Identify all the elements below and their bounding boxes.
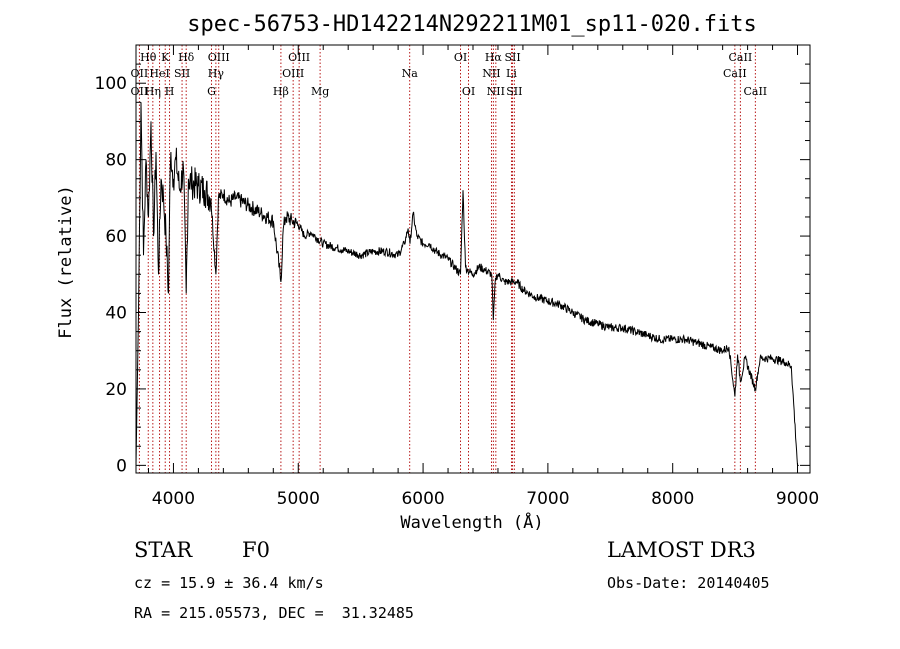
- plot-frame: [135, 44, 811, 474]
- redshift-readout: cz = 15.9 ± 36.4 km/s: [134, 574, 324, 592]
- y-tick-label-5: 100: [95, 74, 127, 94]
- line-label-12: Hβ: [273, 85, 289, 98]
- y-axis-label: Flux (relative): [56, 185, 76, 339]
- line-label-19: Hα: [485, 51, 503, 64]
- line-label-16: Na: [402, 67, 419, 80]
- line-label-21: NII: [487, 85, 505, 98]
- x-tick-label-2: 6000: [401, 489, 444, 509]
- line-label-27: CaII: [743, 85, 767, 98]
- line-label-15: Mg: [311, 85, 329, 98]
- obs-date: Obs-Date: 20140405: [607, 574, 770, 592]
- y-tick-label-1: 20: [105, 380, 127, 400]
- line-label-22: SII: [504, 51, 520, 64]
- line-label-10: Hγ: [208, 67, 225, 80]
- line-label-23: Li: [506, 67, 517, 80]
- y-tick-label-2: 40: [105, 304, 127, 324]
- x-tick-label-5: 9000: [776, 489, 819, 509]
- x-axis-ticks: 4000 5000 6000 7000 8000 9000: [147, 45, 819, 509]
- line-label-4: K: [161, 51, 170, 64]
- flux-series-group: [135, 102, 799, 466]
- object-class: STAR: [134, 538, 193, 562]
- line-label-17: OI: [454, 51, 467, 64]
- line-label-18: OI: [462, 85, 475, 98]
- y-tick-label-3: 60: [105, 227, 127, 247]
- x-axis-label: Wavelength (Å): [400, 511, 543, 533]
- y-tick-label-0: 0: [116, 456, 127, 476]
- y-tick-label-4: 80: [105, 151, 127, 171]
- line-label-14: OIII: [282, 67, 304, 80]
- x-tick-label-4: 8000: [651, 489, 694, 509]
- x-tick-label-3: 7000: [526, 489, 569, 509]
- coordinates: RA = 215.05573, DEC = 31.32485: [134, 604, 414, 622]
- flux-line: [135, 102, 799, 466]
- line-label-2: OII: [131, 85, 149, 98]
- line-label-25: CaII: [729, 51, 753, 64]
- line-label-24: SII: [506, 85, 522, 98]
- line-label-1: OII: [131, 67, 149, 80]
- x-tick-label-0: 4000: [152, 489, 195, 509]
- line-markers: [138, 45, 756, 473]
- x-tick-label-1: 5000: [277, 489, 320, 509]
- line-label-13: OIII: [288, 51, 310, 64]
- line-label-0: Hθ: [140, 51, 157, 64]
- line-label-9: OIII: [208, 51, 230, 64]
- chart-title: spec-56753-HD142214N292211M01_sp11-020.f…: [187, 12, 757, 37]
- line-label-20: NII: [482, 67, 500, 80]
- object-subclass: F0: [242, 538, 270, 562]
- y-axis-ticks: 0 20 40 60 80 100: [95, 44, 810, 476]
- line-label-8: Hδ: [178, 51, 195, 64]
- line-label-7: SII: [174, 67, 190, 80]
- line-label-26: CaII: [723, 67, 747, 80]
- line-label-3: Hη: [145, 85, 161, 98]
- line-label-6: H: [165, 85, 175, 98]
- survey-name: LAMOST DR3: [607, 538, 756, 562]
- line-label-5: HeI: [149, 67, 169, 80]
- line-label-11: G: [207, 85, 216, 98]
